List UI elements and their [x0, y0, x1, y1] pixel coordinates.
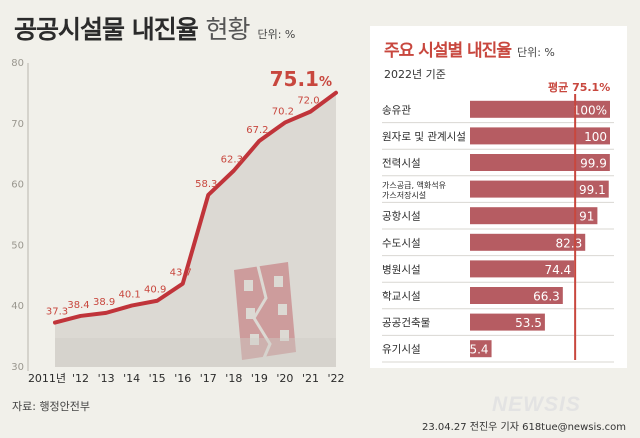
bar-value-label: 99.1	[579, 183, 606, 197]
y-tick-label: 80	[11, 58, 24, 69]
bar-value-label: 91	[579, 210, 594, 224]
bar	[470, 260, 575, 278]
facility-panel: 주요 시설별 내진율 단위: % 2022년 기준 평균 75.1% 송유관 100…	[370, 26, 627, 368]
data-label-last: 75.1%	[270, 67, 332, 91]
data-label: 70.2	[272, 107, 294, 118]
bar-value-label: 15.4	[462, 343, 489, 357]
y-tick-label: 30	[11, 362, 24, 373]
bar	[470, 180, 609, 198]
bar-value-label: 74.4	[544, 263, 571, 277]
y-tick-label: 50	[11, 240, 24, 251]
x-tick-label: 2011년	[28, 372, 66, 385]
data-label: 40.9	[144, 285, 166, 296]
category-label: 가스공급, 액화석유	[382, 180, 446, 190]
credit-note: 23.04.27 전진우 기자 618tue@newsis.com	[422, 422, 626, 433]
x-tick-label: '19	[251, 372, 268, 385]
title-unit: 단위: %	[257, 28, 296, 41]
bar	[470, 287, 563, 304]
x-tick-label: '15	[149, 372, 166, 385]
data-label: 67.2	[246, 125, 268, 136]
x-tick-label: '22	[327, 372, 344, 385]
category-label: 가스저장시설	[382, 190, 426, 200]
bar-value-label: 99.9	[580, 157, 607, 171]
source-note: 자료: 행정안전부	[12, 400, 91, 413]
cracked-building-icon	[234, 262, 296, 360]
x-tick-label: '21	[302, 372, 319, 385]
y-tick-label: 60	[11, 180, 24, 191]
x-tick-label: '18	[225, 372, 242, 385]
data-label: 72.0	[297, 96, 319, 107]
bar-value-label: 53.5	[515, 316, 542, 330]
x-tick-label: '14	[123, 372, 140, 385]
data-label: 38.9	[93, 297, 115, 308]
series-line	[53, 90, 338, 325]
category-label: 유기시설	[382, 344, 421, 356]
bar	[470, 313, 545, 331]
bar-value-label: 100%	[573, 103, 607, 117]
category-label: 전력시설	[382, 158, 421, 170]
data-label: 37.3	[46, 307, 68, 318]
category-label: 공항시설	[382, 211, 421, 223]
panel-date-label: 2022년 기준	[384, 68, 446, 81]
baseline-band	[55, 338, 336, 367]
panel-unit: 단위: %	[516, 46, 555, 59]
data-label: 43.7	[170, 268, 192, 279]
area-fill	[55, 92, 336, 368]
x-tick-label: '13	[98, 372, 115, 385]
y-tick-label: 70	[11, 119, 24, 130]
data-label: 62.3	[221, 155, 243, 166]
line-chart: 30 40 50 60 70 80 37.338.4 38.9 40.1 40.9 43.7 58.3…	[11, 58, 344, 385]
y-tick-label: 40	[11, 301, 24, 312]
category-label: 원자로 및 관계시설	[382, 131, 466, 143]
data-label: 38.4	[67, 300, 89, 311]
category-label: 병원시설	[382, 264, 421, 276]
category-label: 학교시설	[382, 291, 421, 303]
title-sub: 현황	[205, 15, 250, 44]
bar-value-label: 100	[584, 130, 607, 144]
x-tick-label: '12	[72, 372, 89, 385]
title-main: 공공시설물 내진율	[14, 15, 199, 44]
average-label: 평균 75.1%	[548, 81, 611, 94]
panel-title-text: 주요 시설별 내진율	[384, 41, 512, 61]
category-label: 수도시설	[382, 237, 421, 249]
page-title: 공공시설물 내진율 현황 단위: %	[14, 10, 295, 46]
panel-title: 주요 시설별 내진율 단위: %	[384, 36, 555, 61]
category-label: 공공건축물	[382, 317, 431, 329]
data-label: 40.1	[119, 290, 141, 301]
x-tick-label: '17	[200, 372, 217, 385]
bar-value-label: 66.3	[533, 290, 560, 304]
bar	[470, 340, 492, 358]
bar	[470, 233, 586, 251]
bar-chart: 송유관 100% 원자로 및 관계시설 100 전력시설 99.9 가스공급, 액화석유가스…	[382, 94, 614, 363]
x-tick-label: '20	[276, 372, 293, 385]
x-tick-label: '16	[174, 372, 191, 385]
category-label: 송유관	[382, 104, 411, 116]
bar-value-label: 82.3	[556, 236, 583, 250]
newsis-logo: NEWSIS	[492, 393, 581, 416]
bar	[470, 207, 598, 225]
data-label: 58.3	[195, 179, 217, 190]
